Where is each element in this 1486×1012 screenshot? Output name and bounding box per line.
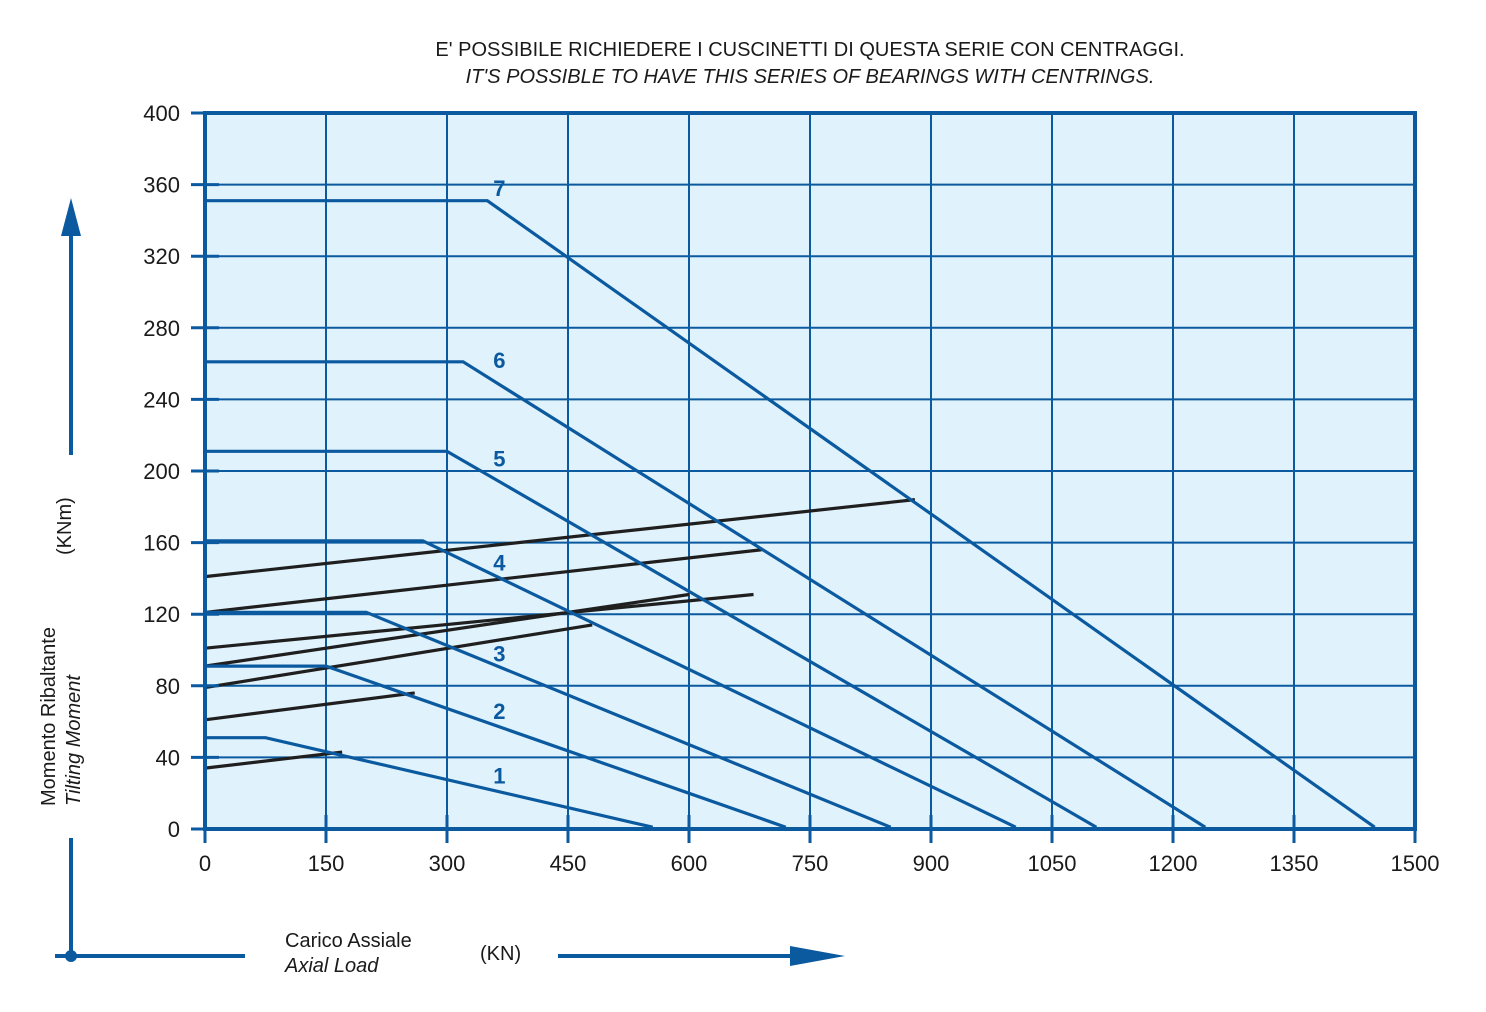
x-axis-ticks: 0 150 300 450 600 750 900 1050 1200 1350 1500 bbox=[199, 815, 1440, 876]
note-italian: E' POSSIBILE RICHIEDERE I CUSCINETTI DI … bbox=[435, 39, 1184, 61]
axis-guides bbox=[55, 198, 845, 966]
curve-label-3: 3 bbox=[493, 642, 505, 667]
y-axis-title-italian: Momento Ribaltante bbox=[38, 627, 60, 806]
y-tick-label: 0 bbox=[168, 817, 180, 842]
curve-label-2: 2 bbox=[493, 699, 505, 724]
note-english: IT'S POSSIBLE TO HAVE THIS SERIES OF BEA… bbox=[466, 66, 1155, 88]
curve-7 bbox=[205, 199, 1376, 829]
y-tick-label: 360 bbox=[143, 173, 180, 198]
curve-label-4: 4 bbox=[493, 550, 506, 575]
y-tick-label: 120 bbox=[143, 602, 180, 627]
curve-6 bbox=[205, 360, 1207, 829]
curve-2 bbox=[205, 664, 787, 829]
x-tick-label: 450 bbox=[550, 851, 587, 876]
x-axis-title: Carico Assiale Axial Load (KN) bbox=[284, 930, 521, 977]
x-arrow-icon bbox=[790, 946, 845, 966]
x-tick-label: 750 bbox=[792, 851, 829, 876]
y-tick-label: 240 bbox=[143, 387, 180, 412]
x-tick-label: 150 bbox=[308, 851, 345, 876]
y-axis-title-english: Tilting Moment bbox=[63, 674, 85, 806]
limit-line bbox=[204, 498, 916, 579]
y-tick-label: 320 bbox=[143, 244, 180, 269]
y-axis-unit: (KNm) bbox=[54, 497, 76, 555]
y-tick-label: 40 bbox=[156, 745, 180, 770]
x-tick-label: 1050 bbox=[1028, 851, 1077, 876]
x-tick-label: 1350 bbox=[1270, 851, 1319, 876]
limit-line bbox=[204, 623, 593, 690]
y-tick-label: 160 bbox=[143, 531, 180, 556]
limit-line bbox=[204, 548, 762, 614]
limit-line bbox=[204, 592, 754, 650]
load-curves bbox=[205, 199, 1376, 829]
curve-label-6: 6 bbox=[493, 348, 505, 373]
x-tick-label: 900 bbox=[913, 851, 950, 876]
limit-line bbox=[204, 750, 343, 770]
x-axis-title-english: Axial Load bbox=[284, 955, 379, 977]
y-axis-title: Momento Ribaltante Tilting Moment (KNm) bbox=[38, 497, 85, 806]
y-axis-ticks: 0 40 80 120 160 200 240 280 320 360 400 bbox=[143, 101, 219, 842]
y-arrow-icon bbox=[61, 198, 81, 236]
curve-4 bbox=[205, 539, 1017, 829]
x-axis-title-italian: Carico Assiale bbox=[285, 930, 412, 952]
x-tick-label: 0 bbox=[199, 851, 211, 876]
curve-5 bbox=[205, 449, 1098, 829]
origin-dot-icon bbox=[65, 950, 77, 962]
chart-notes: E' POSSIBILE RICHIEDERE I CUSCINETTI DI … bbox=[435, 39, 1184, 88]
x-axis-unit: (KN) bbox=[480, 943, 521, 965]
curve-label-5: 5 bbox=[493, 446, 505, 471]
limit-line bbox=[204, 691, 415, 722]
curve-3 bbox=[205, 610, 892, 829]
curve-label-1: 1 bbox=[493, 763, 505, 788]
y-tick-label: 200 bbox=[143, 459, 180, 484]
x-tick-label: 1500 bbox=[1391, 851, 1440, 876]
y-tick-label: 400 bbox=[143, 101, 180, 126]
x-tick-label: 300 bbox=[429, 851, 466, 876]
x-tick-label: 1200 bbox=[1149, 851, 1198, 876]
y-tick-label: 80 bbox=[156, 674, 180, 699]
x-tick-label: 600 bbox=[671, 851, 708, 876]
curve-1 bbox=[205, 736, 654, 829]
limit-lines bbox=[204, 498, 916, 770]
curve-labels: 1 2 3 4 5 6 7 bbox=[493, 176, 506, 788]
curve-label-7: 7 bbox=[493, 176, 505, 201]
y-tick-label: 280 bbox=[143, 316, 180, 341]
limit-line bbox=[204, 592, 690, 668]
